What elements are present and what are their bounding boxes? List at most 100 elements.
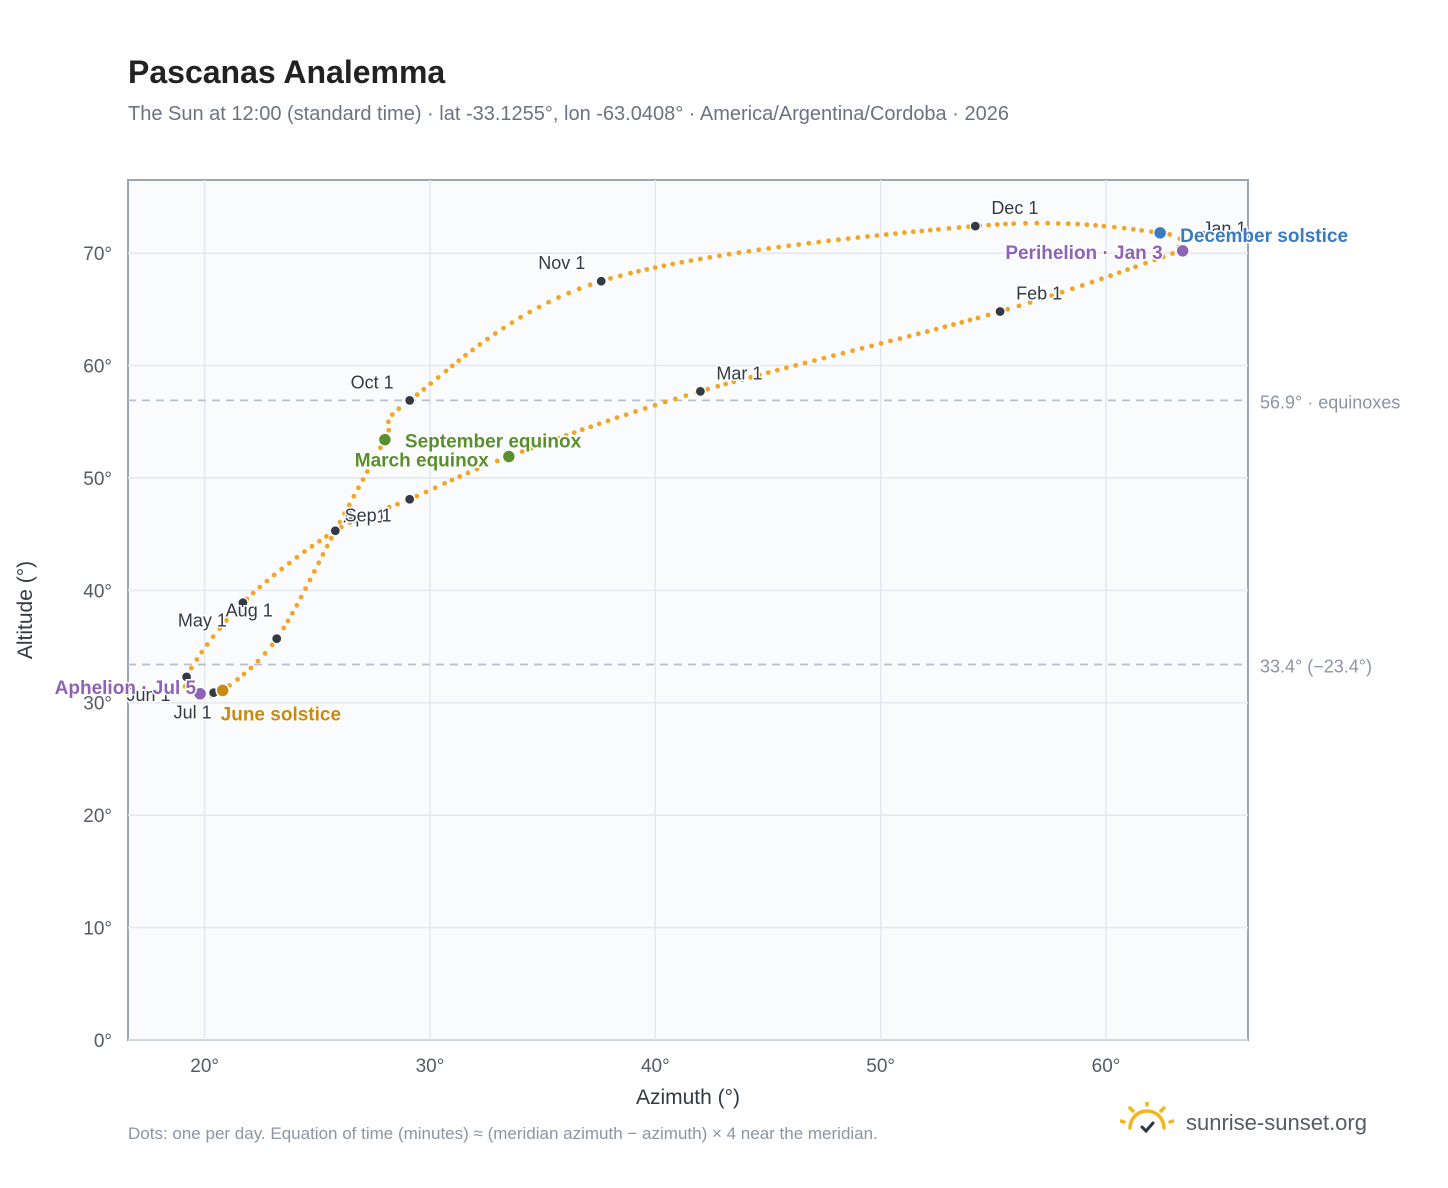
plot-area: [127, 179, 1249, 1041]
day-dot: [519, 449, 525, 454]
day-dot: [883, 232, 889, 237]
brand-name[interactable]: sunrise-sunset.org: [1186, 1109, 1367, 1135]
grid-lines: [128, 180, 1248, 1041]
day-dot: [1170, 251, 1175, 256]
day-dot: [435, 375, 441, 380]
day-dot: [204, 642, 210, 647]
event-marker: [215, 683, 230, 698]
day-dot: [717, 253, 722, 259]
day-dot: [784, 365, 789, 371]
day-dot: [337, 519, 343, 525]
day-dot: [579, 427, 585, 433]
day-dot: [723, 381, 729, 387]
day-dot: [576, 286, 582, 292]
day-dot: [324, 534, 329, 539]
day-dot: [906, 333, 912, 339]
day-dot: [670, 261, 676, 267]
month-marker-label: Sep 1: [345, 505, 392, 525]
day-dot: [1133, 264, 1138, 270]
day-dot: [298, 594, 304, 600]
x-tick-label: 30°: [416, 1056, 445, 1077]
day-dot: [1027, 300, 1033, 305]
day-dot: [231, 610, 236, 615]
day-dot: [1125, 267, 1130, 272]
day-dot: [316, 560, 322, 566]
day-dot: [363, 513, 369, 518]
day-dot: [869, 343, 874, 349]
day-dot: [614, 415, 620, 421]
day-dot: [756, 247, 762, 253]
day-dot: [636, 268, 641, 274]
day-dot: [463, 352, 468, 358]
day-dot: [194, 657, 200, 662]
day-dot: [538, 442, 544, 447]
day-dot: [248, 665, 254, 671]
day-dot: [342, 511, 348, 516]
day-dot: [456, 358, 462, 364]
day-dot: [967, 317, 973, 323]
day-dot: [919, 228, 925, 234]
day-dot: [910, 229, 916, 235]
day-dot: [294, 602, 300, 608]
day-dot: [628, 270, 633, 276]
day-dot: [449, 363, 455, 369]
month-marker: [595, 275, 607, 287]
event-marker: [192, 686, 208, 702]
month-marker: [404, 493, 416, 505]
day-dot: [726, 251, 732, 257]
day-dot: [1038, 296, 1044, 302]
y-tick-label: 60°: [83, 356, 112, 377]
day-dot: [605, 418, 611, 424]
day-dot: [423, 489, 429, 495]
day-dot: [786, 243, 792, 249]
day-dot: [1130, 226, 1136, 232]
month-marker-label: Oct 1: [351, 372, 394, 392]
day-dot: [527, 309, 533, 315]
day-dot: [396, 406, 402, 412]
day-dot: [1049, 293, 1055, 298]
day-dot: [347, 520, 353, 525]
day-dot: [302, 549, 307, 554]
day-dot: [796, 242, 802, 247]
day-dot: [966, 224, 971, 230]
event-label: Perihelion · Jan 3: [1005, 243, 1162, 264]
day-dot: [188, 665, 194, 671]
axis-ticks: 20° 30° 40° 50° 60° 0° 10° 20° 30° 40° 50° 60° 70°: [83, 244, 1120, 1077]
day-dot: [1101, 223, 1107, 229]
day-dot: [946, 226, 952, 231]
day-dot: [290, 610, 295, 616]
day-dot: [874, 233, 880, 238]
day-dot: [346, 502, 352, 508]
brand-logo[interactable]: sunrise-sunset.org: [1119, 1100, 1367, 1143]
day-dot: [951, 322, 956, 327]
day-dot: [776, 244, 782, 250]
event-label: June solstice: [221, 704, 341, 725]
day-dot: [587, 282, 593, 288]
day-dot: [309, 543, 315, 549]
y-tick-label: 20°: [83, 806, 112, 827]
day-dot: [294, 554, 300, 560]
month-marker-label: Feb 1: [1016, 284, 1062, 304]
day-dot: [386, 427, 392, 433]
month-marker-label: Aug 1: [226, 601, 273, 621]
day-dot: [1070, 286, 1075, 292]
day-dot: [1016, 303, 1022, 309]
day-dot: [548, 438, 554, 444]
day-dot: [364, 469, 370, 474]
day-dot: [371, 510, 376, 516]
reference-line-label: 33.4° (−23.4°): [1260, 657, 1372, 677]
day-dot: [1055, 221, 1061, 226]
y-tick-label: 10°: [83, 919, 112, 940]
month-marker: [969, 220, 981, 232]
day-dot: [707, 255, 713, 260]
chart-subtitle: The Sun at 12:00 (standard time) · lat -…: [128, 103, 1009, 125]
day-dot: [285, 618, 291, 624]
event-marker: [377, 432, 393, 447]
day-dot: [924, 329, 930, 334]
day-dot: [806, 240, 812, 246]
day-dot: [774, 367, 780, 373]
day-dot: [608, 276, 613, 281]
y-tick-label: 70°: [83, 244, 112, 265]
day-dot: [351, 493, 357, 499]
day-dot: [715, 383, 721, 389]
